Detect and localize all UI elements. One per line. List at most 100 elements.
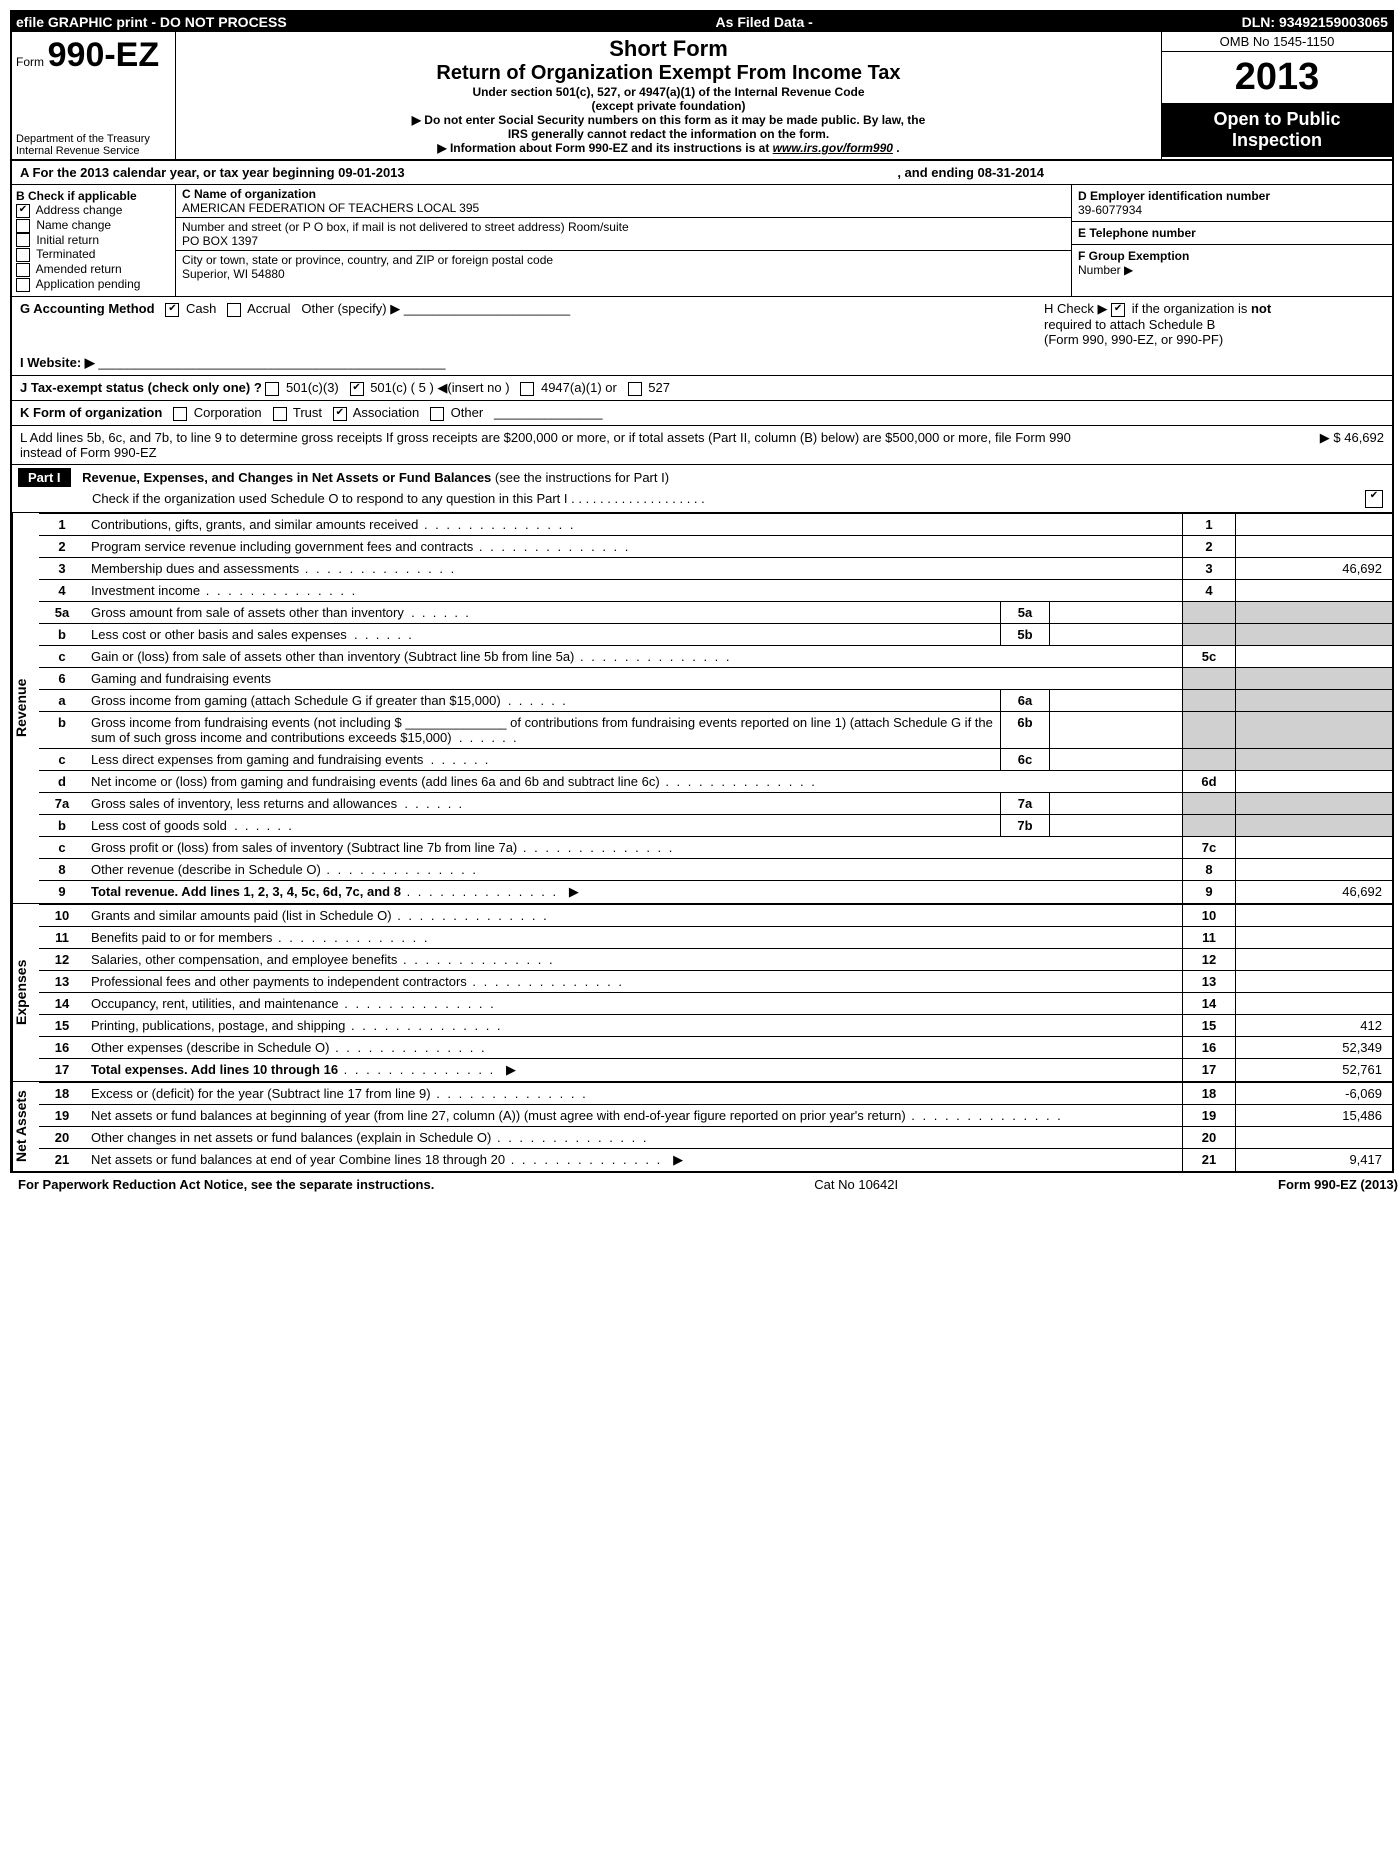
b-checkbox-0[interactable]: ✔ [16,204,30,218]
form-990ez-page: efile GRAPHIC print - DO NOT PROCESS As … [10,10,1394,1173]
info-pre: ▶ Information about Form 990-EZ and its … [437,141,772,155]
c-name: AMERICAN FEDERATION OF TEACHERS LOCAL 39… [182,201,1065,215]
g-block: G Accounting Method ✔ Cash Accrual Other… [20,301,570,317]
header-row: Form 990-EZ Department of the Treasury I… [12,32,1392,161]
l-text: L Add lines 5b, 6c, and 7b, to line 9 to… [20,430,1080,460]
form-number: 990-EZ [48,36,160,74]
line-d: dNet income or (loss) from gaming and fu… [39,770,1392,792]
k-checkbox-2[interactable]: ✔ [333,407,347,421]
form-label: Form 990-EZ [12,32,176,131]
line-11: 11Benefits paid to or for members11 [39,926,1392,948]
g-cash-checkbox[interactable]: ✔ [165,303,179,317]
k-checkbox-1[interactable] [273,407,287,421]
line-c: cGain or (loss) from sale of assets othe… [39,645,1392,667]
revenue-section: Revenue 1Contributions, gifts, grants, a… [12,513,1392,904]
l-prefix: ▶ $ [1320,430,1341,445]
e-label: E Telephone number [1078,226,1386,240]
part1-sched-o: Check if the organization used Schedule … [92,491,705,506]
section-b-c-def: B Check if applicable ✔ Address change N… [12,185,1392,297]
c-street-row: Number and street (or P O box, if mail i… [176,218,1071,251]
line-a-ending: , and ending 08-31-2014 [897,165,1044,180]
info-link[interactable]: www.irs.gov/form990 [773,141,893,155]
line-i: I Website: ▶ ___________________________… [12,351,1392,376]
topbar-left: efile GRAPHIC print - DO NOT PROCESS [16,14,287,30]
k-checkbox-0[interactable] [173,407,187,421]
l-amount: 46,692 [1344,430,1384,445]
h-post: if the organization is [1132,301,1251,316]
line-a-label: A For the 2013 calendar year, or tax yea… [20,165,405,180]
line-8: 8Other revenue (describe in Schedule O)8 [39,858,1392,880]
line-a: A For the 2013 calendar year, or tax yea… [12,161,1392,185]
return-title: Return of Organization Exempt From Incom… [184,62,1153,85]
expenses-table: 10Grants and similar amounts paid (list … [39,904,1392,1081]
line-19: 19Net assets or fund balances at beginni… [39,1104,1392,1126]
open-to-public: Open to Public Inspection [1162,103,1392,157]
line-5a: 5aGross amount from sale of assets other… [39,601,1392,623]
b-checkbox-5[interactable] [16,278,30,292]
line-l: L Add lines 5b, 6c, and 7b, to line 9 to… [12,426,1392,465]
f-label: F Group Exemption [1078,249,1189,263]
expenses-section: Expenses 10Grants and similar amounts pa… [12,904,1392,1082]
tax-year: 2013 [1162,52,1392,103]
b-item-5: Application pending [16,277,171,292]
part1-tag: Part I [18,468,71,487]
line-6: 6Gaming and fundraising events [39,667,1392,689]
line-k: K Form of organization Corporation Trust… [12,401,1392,426]
info-post: . [896,141,899,155]
revenue-table: 1Contributions, gifts, grants, and simil… [39,513,1392,903]
c-name-row: C Name of organization AMERICAN FEDERATI… [176,185,1071,218]
b-title: B Check if applicable [16,189,171,203]
line-12: 12Salaries, other compensation, and empl… [39,948,1392,970]
d-row: D Employer identification number 39-6077… [1072,185,1392,222]
b-checkbox-3[interactable] [16,248,30,262]
b-item-0: ✔ Address change [16,203,171,218]
e-row: E Telephone number [1072,222,1392,245]
g-other: Other (specify) ▶ [301,301,400,316]
dept-line2: Internal Revenue Service [16,145,171,157]
b-checkbox-2[interactable] [16,233,30,247]
line-20: 20Other changes in net assets or fund ba… [39,1126,1392,1148]
k-checkbox-3[interactable] [430,407,444,421]
line-b: bLess cost or other basis and sales expe… [39,623,1392,645]
line-10: 10Grants and similar amounts paid (list … [39,904,1392,926]
col-c: C Name of organization AMERICAN FEDERATI… [176,185,1071,296]
j-label: J Tax-exempt status (check only one) ? [20,380,262,395]
j-checkbox-0[interactable] [265,382,279,396]
line-7a: 7aGross sales of inventory, less returns… [39,792,1392,814]
netassets-section: Net Assets 18Excess or (deficit) for the… [12,1082,1392,1171]
j-checkbox-1[interactable]: ✔ [350,382,364,396]
f-label2: Number ▶ [1078,263,1133,277]
omb-number: OMB No 1545-1150 [1162,32,1392,52]
b-checkbox-1[interactable] [16,219,30,233]
part1-sched-o-checkbox[interactable]: ✔ [1365,490,1383,508]
line-4: 4Investment income4 [39,579,1392,601]
line-1: 1Contributions, gifts, grants, and simil… [39,513,1392,535]
topbar-right: DLN: 93492159003065 [1242,14,1388,30]
line-c: cGross profit or (loss) from sales of in… [39,836,1392,858]
b-item-1: Name change [16,218,171,233]
open-line2: Inspection [1162,130,1392,151]
header-right: OMB No 1545-1150 2013 Open to Public Ins… [1161,32,1392,159]
j-checkbox-2[interactable] [520,382,534,396]
line-9: 9Total revenue. Add lines 1, 2, 3, 4, 5c… [39,880,1392,903]
line-c: cLess direct expenses from gaming and fu… [39,748,1392,770]
line-15: 15Printing, publications, postage, and s… [39,1014,1392,1036]
part1-title: Revenue, Expenses, and Changes in Net As… [82,470,491,485]
open-line1: Open to Public [1162,109,1392,130]
part1-hint: (see the instructions for Part I) [495,470,669,485]
j-checkbox-3[interactable] [628,382,642,396]
f-row: F Group Exemption Number ▶ [1072,245,1392,281]
h-checkbox[interactable]: ✔ [1111,303,1125,317]
top-bar: efile GRAPHIC print - DO NOT PROCESS As … [12,12,1392,32]
line-13: 13Professional fees and other payments t… [39,970,1392,992]
b-item-4: Amended return [16,262,171,277]
short-form-title: Short Form [184,36,1153,62]
revenue-sidelabel: Revenue [12,513,39,903]
col-b: B Check if applicable ✔ Address change N… [12,185,176,296]
b-checkbox-4[interactable] [16,263,30,277]
c-street: PO BOX 1397 [182,234,1065,248]
footer-left: For Paperwork Reduction Act Notice, see … [18,1177,434,1192]
g-accrual-checkbox[interactable] [227,303,241,317]
expenses-sidelabel: Expenses [12,904,39,1081]
header-center: Short Form Return of Organization Exempt… [176,32,1161,159]
